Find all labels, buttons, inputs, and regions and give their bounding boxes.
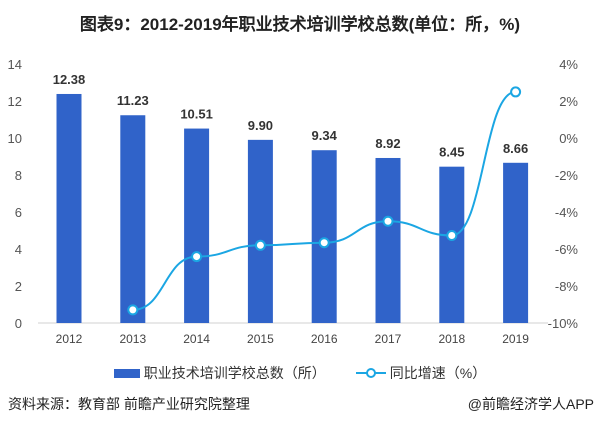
x-axis-tick: 2015 bbox=[247, 332, 274, 346]
bar-data-label: 12.38 bbox=[53, 72, 86, 87]
x-axis-tick: 2016 bbox=[311, 332, 338, 346]
legend-bar-swatch bbox=[113, 368, 140, 378]
legend-bar-label: 职业技术培训学校总数（所） bbox=[143, 365, 326, 381]
bar-data-label: 10.51 bbox=[180, 107, 213, 122]
left-axis-tick: 14 bbox=[8, 57, 22, 72]
bar bbox=[247, 139, 273, 323]
legend: 职业技术培训学校总数（所） 同比增速（%） bbox=[0, 363, 600, 383]
source-note: 资料来源：教育部 前瞻产业研究院整理 bbox=[8, 396, 250, 412]
right-axis-tick: -4% bbox=[555, 205, 579, 220]
growth-point bbox=[191, 251, 203, 263]
legend-line-label: 同比增速（%） bbox=[389, 365, 487, 381]
bar-data-label: 8.92 bbox=[375, 136, 400, 151]
bar bbox=[56, 93, 82, 323]
left-axis-tick: 10 bbox=[8, 131, 22, 146]
bar-data-label: 9.34 bbox=[312, 128, 338, 143]
bar bbox=[311, 150, 337, 323]
bar-data-label: 8.66 bbox=[503, 141, 528, 156]
bar bbox=[503, 162, 529, 323]
legend-line-swatch bbox=[355, 368, 386, 378]
x-axis-tick: 2018 bbox=[438, 332, 465, 346]
growth-point bbox=[446, 229, 458, 241]
left-axis-tick: 8 bbox=[15, 168, 22, 183]
chart-title: 图表9：2012-2019年职业技术培训学校总数(单位：所，%) bbox=[79, 15, 521, 34]
growth-point bbox=[510, 86, 522, 98]
x-axis-tick: 2014 bbox=[183, 332, 210, 346]
right-axis-tick: 0% bbox=[559, 131, 578, 146]
left-axis-tick: 4 bbox=[15, 242, 22, 257]
bar-data-label: 9.90 bbox=[248, 118, 273, 133]
x-axis-tick: 2019 bbox=[502, 332, 529, 346]
right-axis-tick: -8% bbox=[555, 279, 579, 294]
growth-point bbox=[382, 215, 394, 227]
legend-item-bar: 职业技术培训学校总数（所） bbox=[113, 363, 326, 383]
right-axis-tick: 2% bbox=[559, 94, 578, 109]
legend-item-line: 同比增速（%） bbox=[355, 363, 487, 383]
right-axis-tick: 4% bbox=[559, 57, 578, 72]
bar-data-label: 8.45 bbox=[439, 145, 464, 160]
bar bbox=[439, 166, 465, 323]
x-axis-tick: 2012 bbox=[56, 332, 83, 346]
growth-point bbox=[318, 237, 330, 249]
right-axis-tick: -10% bbox=[548, 316, 579, 331]
right-axis-tick: -6% bbox=[555, 242, 579, 257]
bar bbox=[184, 128, 210, 323]
growth-point bbox=[127, 304, 139, 316]
bar bbox=[375, 157, 401, 323]
left-axis-tick: 0 bbox=[15, 316, 22, 331]
bar bbox=[120, 115, 146, 324]
right-axis-tick: -2% bbox=[555, 168, 579, 183]
bar-data-label: 11.23 bbox=[117, 93, 149, 108]
left-axis-tick: 6 bbox=[15, 205, 22, 220]
left-axis-tick: 2 bbox=[15, 279, 22, 294]
brand-credit: @前瞻经济学人APP bbox=[467, 396, 594, 412]
x-axis-tick: 2017 bbox=[375, 332, 402, 346]
growth-point bbox=[254, 239, 266, 251]
footer: 资料来源：教育部 前瞻产业研究院整理 @前瞻经济学人APP bbox=[8, 394, 594, 414]
x-axis-tick: 2013 bbox=[119, 332, 146, 346]
left-axis-tick: 12 bbox=[8, 94, 22, 109]
